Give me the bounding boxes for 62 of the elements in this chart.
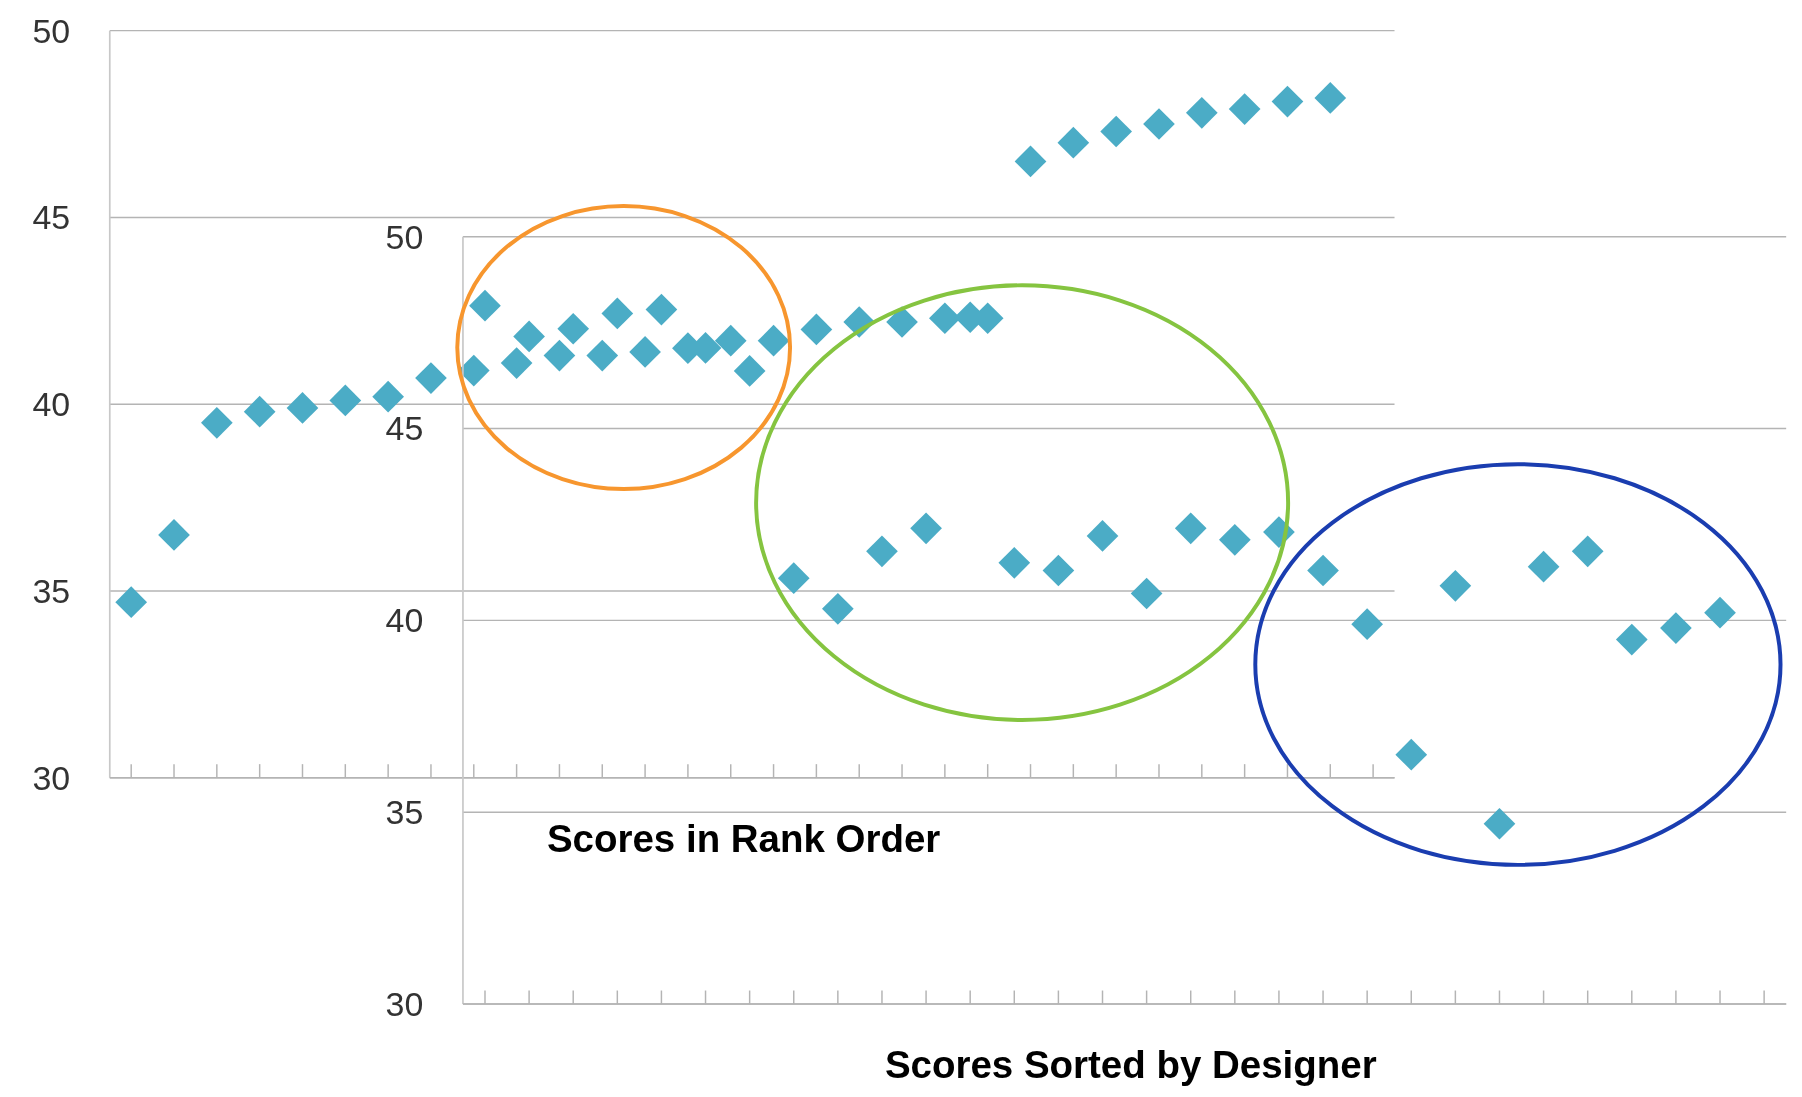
point xyxy=(1351,608,1383,641)
point xyxy=(910,512,942,545)
point xyxy=(329,384,362,417)
point xyxy=(1228,93,1261,125)
point xyxy=(777,562,810,595)
y-tick-label: 30 xyxy=(385,984,424,1023)
point xyxy=(645,293,678,326)
point xyxy=(513,320,545,353)
point xyxy=(200,407,233,439)
point xyxy=(543,339,576,372)
point xyxy=(1704,596,1736,629)
point xyxy=(800,313,833,346)
point xyxy=(158,519,190,551)
point xyxy=(1143,108,1175,140)
point xyxy=(415,362,447,394)
point xyxy=(1314,82,1347,114)
point xyxy=(822,593,854,625)
point xyxy=(1271,85,1304,118)
y-tick-label: 45 xyxy=(32,198,71,237)
point xyxy=(1307,554,1339,587)
point xyxy=(1483,807,1516,840)
point xyxy=(1439,570,1472,602)
y-tick-label: 35 xyxy=(32,571,71,610)
point xyxy=(1057,126,1090,159)
point xyxy=(286,392,319,424)
point xyxy=(1174,512,1207,545)
point xyxy=(1615,623,1648,656)
point xyxy=(929,302,961,335)
x-axis-title: Scores in Rank Order xyxy=(546,817,941,861)
point xyxy=(557,312,590,345)
y-tick-label: 50 xyxy=(385,217,424,256)
point xyxy=(115,586,148,618)
point xyxy=(1014,145,1047,178)
point xyxy=(1660,612,1692,644)
point xyxy=(714,324,747,357)
point xyxy=(243,395,276,428)
point xyxy=(866,535,898,568)
point xyxy=(1086,520,1119,552)
point xyxy=(586,339,619,372)
point xyxy=(469,289,501,322)
y-tick-label: 35 xyxy=(385,793,424,832)
point xyxy=(1100,115,1133,148)
point xyxy=(998,546,1031,579)
point xyxy=(1395,738,1428,771)
point xyxy=(1185,96,1218,129)
point xyxy=(1218,523,1251,556)
y-tick-label: 30 xyxy=(32,758,71,797)
point xyxy=(1130,577,1163,610)
y-tick-label: 40 xyxy=(385,601,424,640)
point xyxy=(601,297,634,330)
y-tick-label: 45 xyxy=(385,409,424,448)
point xyxy=(629,336,661,368)
y-tick-label: 40 xyxy=(32,385,71,424)
point xyxy=(1527,550,1560,583)
point xyxy=(733,355,766,387)
point xyxy=(1042,554,1075,587)
point xyxy=(757,324,790,357)
x-axis-title: Scores Sorted by Designer xyxy=(884,1042,1377,1086)
point xyxy=(1571,535,1604,568)
point xyxy=(500,347,533,379)
point xyxy=(372,380,404,413)
y-tick-label: 50 xyxy=(32,11,71,50)
